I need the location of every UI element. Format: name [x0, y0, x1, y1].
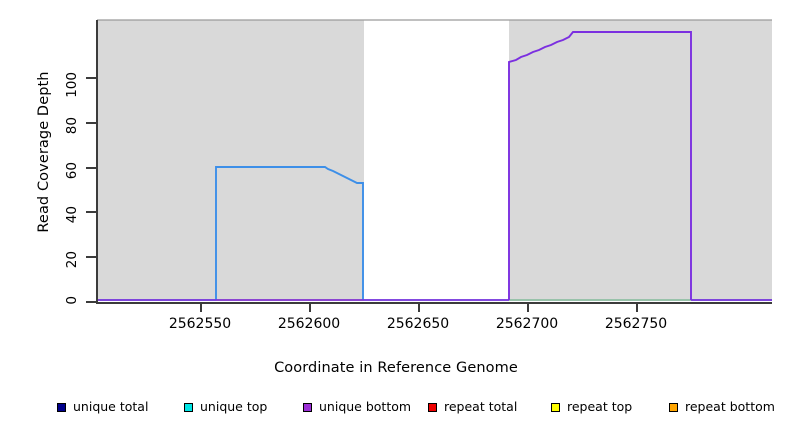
y-axis-line	[96, 20, 98, 302]
x-axis-title: Coordinate in Reference Genome	[274, 360, 518, 376]
x-tick-label-5: 2562750	[604, 316, 668, 332]
legend-label-unique-total: unique total	[73, 398, 149, 414]
legend-label-repeat-total: repeat total	[444, 398, 518, 414]
x-axis-line	[96, 302, 772, 304]
y-tick-0	[86, 301, 96, 303]
legend-swatch-repeat-bottom	[669, 402, 678, 412]
legend-label-repeat-top: repeat top	[567, 398, 633, 414]
y-tick-80	[86, 122, 96, 124]
legend-label-unique-top: unique top	[200, 398, 268, 414]
x-tick-label-1: 2562550	[168, 316, 232, 332]
y-tick-100	[86, 77, 96, 79]
x-tick-2562650	[418, 303, 420, 312]
legend-item-unique-top: unique top	[184, 396, 267, 418]
legend-item-repeat-top: repeat top	[551, 396, 632, 418]
series-unique-top	[215, 166, 364, 300]
right-shaded-panel	[509, 20, 772, 301]
center-unshaded-gap	[364, 20, 509, 301]
y-tick-label-100: 100	[64, 72, 80, 98]
y-tick-60	[86, 167, 96, 169]
legend-swatch-repeat-top	[551, 402, 560, 412]
y-axis-title: Read Coverage Depth	[36, 71, 52, 233]
x-tick-label-4: 2562700	[495, 316, 559, 332]
legend-item-repeat-total: repeat total	[428, 396, 517, 418]
y-tick-20	[86, 256, 96, 258]
legend-item-unique-bottom: unique bottom	[303, 396, 411, 418]
legend-item-repeat-bottom: repeat bottom	[669, 396, 775, 418]
legend-swatch-unique-bottom	[303, 402, 312, 412]
legend-item-unique-total: unique total	[57, 396, 148, 418]
x-tick-2562750	[636, 303, 638, 312]
chart-legend: unique total unique top unique bottom re…	[0, 396, 792, 420]
x-tick-label-2: 2562600	[277, 316, 341, 332]
legend-swatch-unique-total	[57, 402, 66, 412]
x-tick-2562600	[309, 303, 311, 312]
y-tick-40	[86, 211, 96, 213]
left-shaded-panel	[97, 20, 364, 301]
legend-swatch-repeat-total	[428, 402, 437, 412]
legend-label-repeat-bottom: repeat bottom	[685, 398, 775, 414]
x-tick-label-3: 2562650	[386, 316, 450, 332]
legend-label-unique-bottom: unique bottom	[319, 398, 412, 414]
legend-swatch-unique-top	[184, 402, 193, 412]
x-tick-2562550	[200, 303, 202, 312]
x-tick-2562700	[527, 303, 529, 312]
series-unique-bottom	[508, 31, 692, 300]
